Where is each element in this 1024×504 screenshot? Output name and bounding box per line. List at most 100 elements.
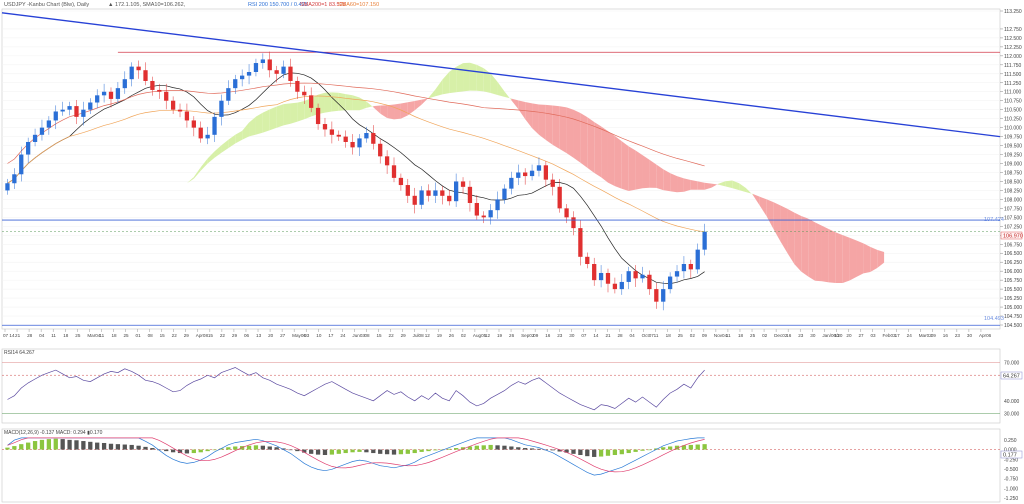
time-tick-label: Apr08: [196, 333, 209, 338]
cloud-bull-segment: [428, 89, 436, 99]
candle-up: [88, 102, 93, 110]
rsi-panel[interactable]: [1, 348, 1001, 424]
macd-hist-bar: [516, 447, 521, 450]
macd-hist-bar: [233, 446, 238, 450]
macd-hist-bar: [53, 438, 58, 450]
macd-hist-bar: [26, 442, 31, 450]
price-tick-label: 112.750: [1004, 27, 1022, 33]
time-tick-label: Sep02: [521, 333, 535, 338]
candle-up: [19, 154, 24, 175]
price-panel[interactable]: [1, 8, 1001, 330]
candle-down: [605, 272, 611, 284]
time-tick-label: 26: [509, 333, 515, 338]
rsi-label: RSI14 64.267: [4, 350, 35, 356]
time-tick-label: 09: [533, 333, 539, 338]
candle-down: [460, 181, 466, 187]
time-tick-label: Oct07: [642, 333, 655, 338]
macd-hist-bar: [502, 445, 507, 450]
horizontal-levels: [1, 12, 1001, 326]
cloud-bull-segment: [338, 92, 346, 111]
macd-hist-bar: [253, 445, 259, 450]
candle-up: [640, 274, 645, 279]
sma200-line: [7, 82, 705, 167]
cloud-bull-segment: [718, 181, 726, 187]
macd-tick-label: 0.250: [1004, 438, 1017, 444]
time-tick-label: 15: [208, 333, 214, 338]
macd-hist-bar: [88, 441, 93, 450]
time-tick-label: 11: [99, 333, 104, 338]
sma60-line: [7, 95, 705, 233]
candle-down: [633, 271, 638, 279]
time-tick-label: 01: [136, 333, 142, 338]
candle-up: [433, 190, 438, 196]
macd-hist-bar: [260, 445, 265, 450]
time-tick-label: 22: [389, 333, 395, 338]
cloud-bull-segment: [235, 130, 243, 144]
cloud-bull-segment: [732, 180, 740, 191]
macd-hist-bar: [585, 449, 590, 457]
cloud-bull-segment: [442, 71, 450, 95]
price-tick-label: 104.500: [1004, 323, 1022, 329]
cloud-bear-segment: [373, 105, 381, 114]
macd-hist-bar: [688, 444, 693, 450]
candle-up: [357, 138, 362, 148]
macd-hist-bar: [467, 446, 473, 450]
cloud-bear-segment: [380, 105, 388, 119]
macd-tick-label: 0.000: [1004, 448, 1017, 454]
time-tick-label: 09: [702, 333, 708, 338]
ichimoku-cloud: [186, 62, 885, 283]
candle-down: [267, 59, 272, 71]
cloud-bull-segment: [504, 91, 512, 101]
candle-down: [191, 120, 196, 128]
price-tick-label: 110.250: [1004, 117, 1022, 123]
macd-hist-bar: [122, 444, 127, 450]
macd-hist-bar: [619, 449, 624, 455]
price-tick-label: 107.500: [1004, 215, 1022, 221]
candle-down: [384, 156, 390, 166]
macd-hist-bar: [667, 446, 673, 450]
cloud-bear-segment: [683, 178, 691, 192]
support-label: 107.424: [984, 217, 1004, 223]
cloud-bear-segment: [828, 229, 836, 283]
cloud-bull-segment: [207, 151, 215, 164]
macd-hist-bar: [198, 449, 203, 453]
cloud-bear-segment: [532, 103, 539, 135]
time-tick-label: 30: [569, 333, 575, 338]
time-tick-label: 04: [630, 333, 636, 338]
macd-hist-bar: [170, 449, 176, 453]
macd-hist-bar: [453, 448, 459, 450]
indicator-lines: [7, 72, 705, 284]
time-tick-label: 16: [943, 333, 949, 338]
macd-hist-bar: [592, 449, 597, 457]
cloud-bear-segment: [794, 212, 802, 272]
candle-down: [157, 89, 162, 92]
candle-up: [453, 181, 459, 202]
macd-hist-bar: [219, 448, 224, 450]
price-tick-label: 110.500: [1004, 108, 1022, 114]
cloud-bull-segment: [497, 81, 505, 97]
macd-hist-bar: [640, 449, 645, 451]
rsi-current-badge: [1000, 371, 1023, 380]
rsi-line: [7, 367, 705, 411]
macd-panel[interactable]: [1, 428, 1001, 503]
cloud-bull-segment: [269, 106, 277, 131]
macd-hist-bar: [488, 444, 493, 450]
candle-up: [253, 63, 259, 73]
sma10-line: [7, 72, 705, 284]
candle-up: [32, 134, 38, 142]
cloud-bull-segment: [228, 134, 236, 149]
cloud-bull-segment: [290, 102, 298, 124]
macd-hist-bar: [329, 449, 335, 455]
macd-hist-bar: [129, 444, 134, 450]
time-tick-label: Jun03: [352, 333, 365, 338]
price-tick-label: 109.750: [1004, 135, 1022, 141]
candle-up: [101, 91, 107, 96]
candle-down: [647, 274, 652, 290]
candle-down: [688, 263, 693, 270]
price-tick-label: 110.750: [1004, 99, 1022, 105]
time-tick-label: 29: [401, 333, 407, 338]
macd-hist-bar: [495, 445, 500, 450]
time-tick-label: 02: [762, 333, 768, 338]
time-tick-label: 13: [256, 333, 262, 338]
